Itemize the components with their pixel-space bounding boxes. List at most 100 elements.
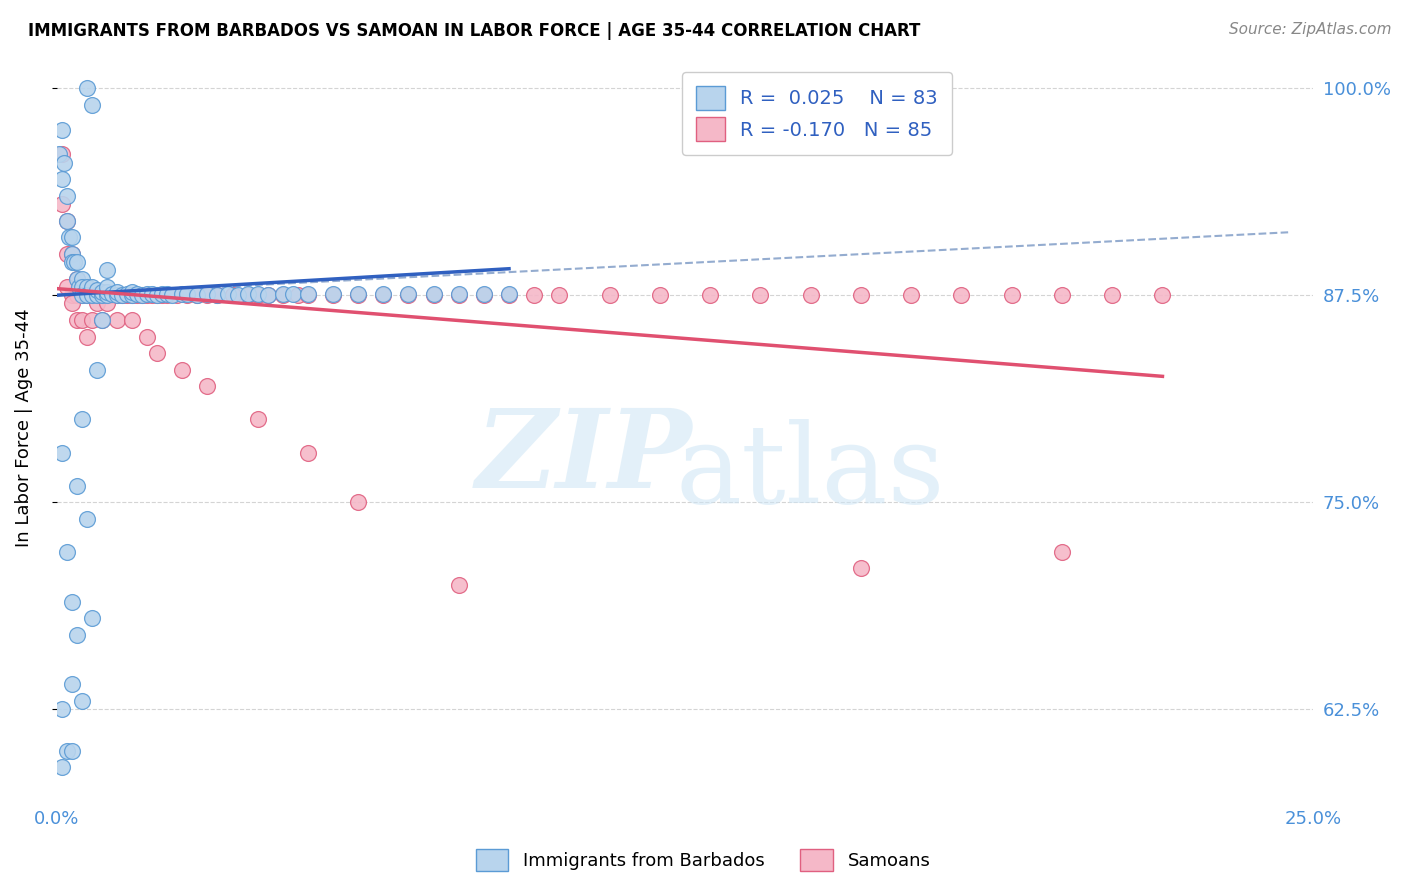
Point	[48, 147, 70, 161]
Point	[121, 288, 143, 302]
Point	[80, 313, 103, 327]
Point	[70, 313, 93, 327]
Point	[101, 288, 124, 302]
Point	[136, 286, 159, 301]
Point	[90, 285, 112, 299]
Point	[422, 288, 444, 302]
Point	[70, 412, 93, 426]
Point	[322, 288, 344, 302]
Point	[86, 288, 108, 302]
Point	[55, 247, 77, 261]
Point	[76, 280, 98, 294]
Point	[60, 288, 83, 302]
Point	[76, 280, 98, 294]
Point	[55, 189, 77, 203]
Point	[176, 288, 198, 302]
Point	[246, 286, 269, 301]
Point	[472, 286, 495, 301]
Point	[297, 445, 319, 459]
Point	[51, 445, 73, 459]
Point	[221, 288, 243, 302]
Point	[699, 288, 721, 302]
Point	[297, 288, 319, 302]
Point	[146, 346, 169, 360]
Point	[246, 288, 269, 302]
Point	[111, 288, 134, 302]
Point	[648, 288, 671, 302]
Point	[523, 288, 546, 302]
Point	[207, 288, 229, 302]
Point	[53, 155, 76, 169]
Point	[172, 286, 194, 301]
Point	[447, 578, 470, 592]
Point	[347, 286, 370, 301]
Point	[66, 271, 89, 285]
Point	[66, 288, 89, 302]
Point	[1001, 288, 1024, 302]
Point	[111, 288, 134, 302]
Point	[70, 288, 93, 302]
Point	[217, 286, 239, 301]
Point	[66, 271, 89, 285]
Point	[60, 247, 83, 261]
Point	[66, 313, 89, 327]
Point	[1050, 545, 1073, 559]
Point	[80, 98, 103, 112]
Point	[749, 288, 772, 302]
Point	[86, 288, 108, 302]
Point	[70, 288, 93, 302]
Point	[86, 296, 108, 310]
Point	[256, 288, 278, 302]
Legend: R =  0.025    N = 83, R = -0.170   N = 85: R = 0.025 N = 83, R = -0.170 N = 85	[682, 72, 952, 154]
Point	[236, 288, 259, 302]
Point	[271, 288, 294, 302]
Point	[60, 247, 83, 261]
Point	[96, 288, 118, 302]
Point	[373, 286, 395, 301]
Point	[548, 288, 571, 302]
Point	[900, 288, 922, 302]
Point	[197, 288, 219, 302]
Point	[63, 255, 86, 269]
Point	[55, 213, 77, 227]
Point	[51, 147, 73, 161]
Point	[141, 288, 163, 302]
Point	[287, 288, 309, 302]
Point	[105, 288, 128, 302]
Point	[66, 255, 89, 269]
Point	[121, 313, 143, 327]
Point	[51, 197, 73, 211]
Point	[950, 288, 973, 302]
Point	[281, 286, 304, 301]
Point	[55, 213, 77, 227]
Point	[86, 362, 108, 376]
Point	[849, 561, 872, 575]
Point	[90, 313, 112, 327]
Point	[70, 694, 93, 708]
Point	[125, 288, 148, 302]
Point	[131, 288, 153, 302]
Point	[373, 288, 395, 302]
Point	[60, 594, 83, 608]
Point	[121, 288, 143, 302]
Point	[80, 611, 103, 625]
Point	[447, 288, 470, 302]
Point	[131, 288, 153, 302]
Y-axis label: In Labor Force | Age 35-44: In Labor Force | Age 35-44	[15, 309, 32, 547]
Point	[207, 288, 229, 302]
Point	[80, 280, 103, 294]
Point	[498, 286, 520, 301]
Point	[150, 288, 173, 302]
Point	[186, 288, 208, 302]
Point	[472, 288, 495, 302]
Point	[146, 288, 169, 302]
Point	[86, 288, 108, 302]
Point	[398, 288, 420, 302]
Point	[86, 283, 108, 297]
Point	[447, 286, 470, 301]
Point	[51, 122, 73, 136]
Point	[166, 288, 188, 302]
Point	[101, 286, 124, 301]
Point	[226, 288, 249, 302]
Text: atlas: atlas	[676, 419, 945, 526]
